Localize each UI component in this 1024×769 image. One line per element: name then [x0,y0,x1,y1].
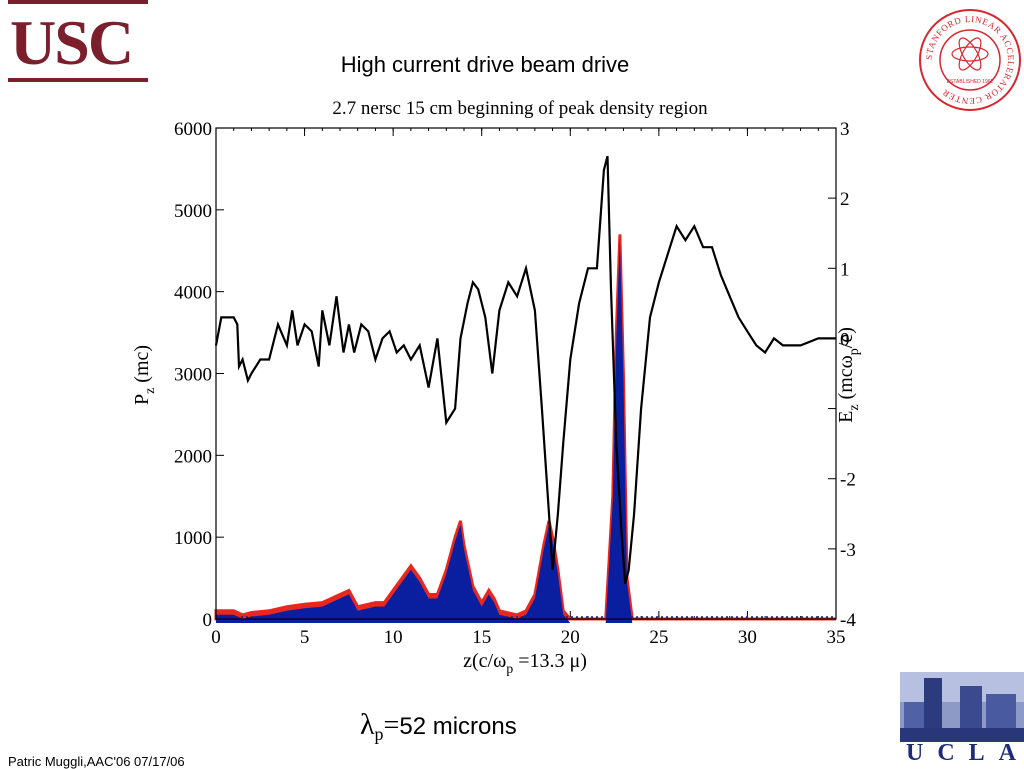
x-tick-label: 25 [649,627,668,648]
y-tick-label: 0 [203,610,213,631]
x-tick-label: 10 [384,627,403,648]
footer-credit: Patric Muggli,AAC'06 07/17/06 [8,754,185,769]
x-axis-label: z(c/ωp =13.3 μ) [463,650,587,677]
y2-tick-label: 0 [840,329,850,350]
y2-tick-label: 2 [840,189,850,210]
y-tick-label: 5000 [174,201,212,222]
equals-sign: = [383,710,400,741]
y-axis-label: Pz (mc) [131,345,158,405]
y2-tick-label: -2 [840,470,856,491]
y-tick-label: 1000 [174,528,212,549]
y2-tick-label: 3 [840,119,850,140]
y2-tick-label: 1 [840,259,850,280]
usc-logo-text: USC [10,7,134,78]
x-tick-label: 30 [738,627,757,648]
y-tick-label: 3000 [174,365,212,386]
y-tick-label: 2000 [174,446,212,467]
usc-logo: USC [8,0,148,86]
ucla-logo-text: UCLA [906,740,1024,766]
y-tick-label: 6000 [174,119,212,140]
plot-frame [215,127,837,620]
ucla-logo: UCLA [900,672,1024,768]
chart-title: 2.7 nersc 15 cm beginning of peak densit… [332,98,708,119]
y2-axis-label: Ez (mcωp/e) [835,327,862,423]
lambda-value: 52 microns [399,713,517,740]
y-tick-label: 4000 [174,283,212,304]
field-series-line [214,155,836,585]
chart: 0 1000 2000 3000 4000 5000 6000 -4 -3 -2 0 1 2 3 0 5 1… [131,119,862,677]
slide-title: High current drive beam drive [340,52,630,77]
beam-area [216,238,836,623]
beam-area-group [214,234,836,623]
lambda-subscript: p [374,723,384,744]
x-tick-label: 5 [300,627,310,648]
y2-tick-label: -3 [840,540,856,561]
x-tick-label: 20 [561,627,580,648]
x-tick-label: 15 [472,627,491,648]
ucla-building-image [900,672,1024,742]
x-tick-label: 0 [211,627,221,648]
beam-area-edge [214,234,836,621]
plasma-wavelength-formula: λp=52 microns [360,708,517,745]
y2-tick-label: -4 [840,610,856,631]
seal-established: ESTABLISHED 1962 [947,79,994,85]
x-tick-label: 35 [827,627,846,648]
slac-seal-logo: STANFORD LINEAR ACCELERATOR CENTER ESTAB… [919,9,1021,111]
lambda-symbol: λ [360,708,375,741]
